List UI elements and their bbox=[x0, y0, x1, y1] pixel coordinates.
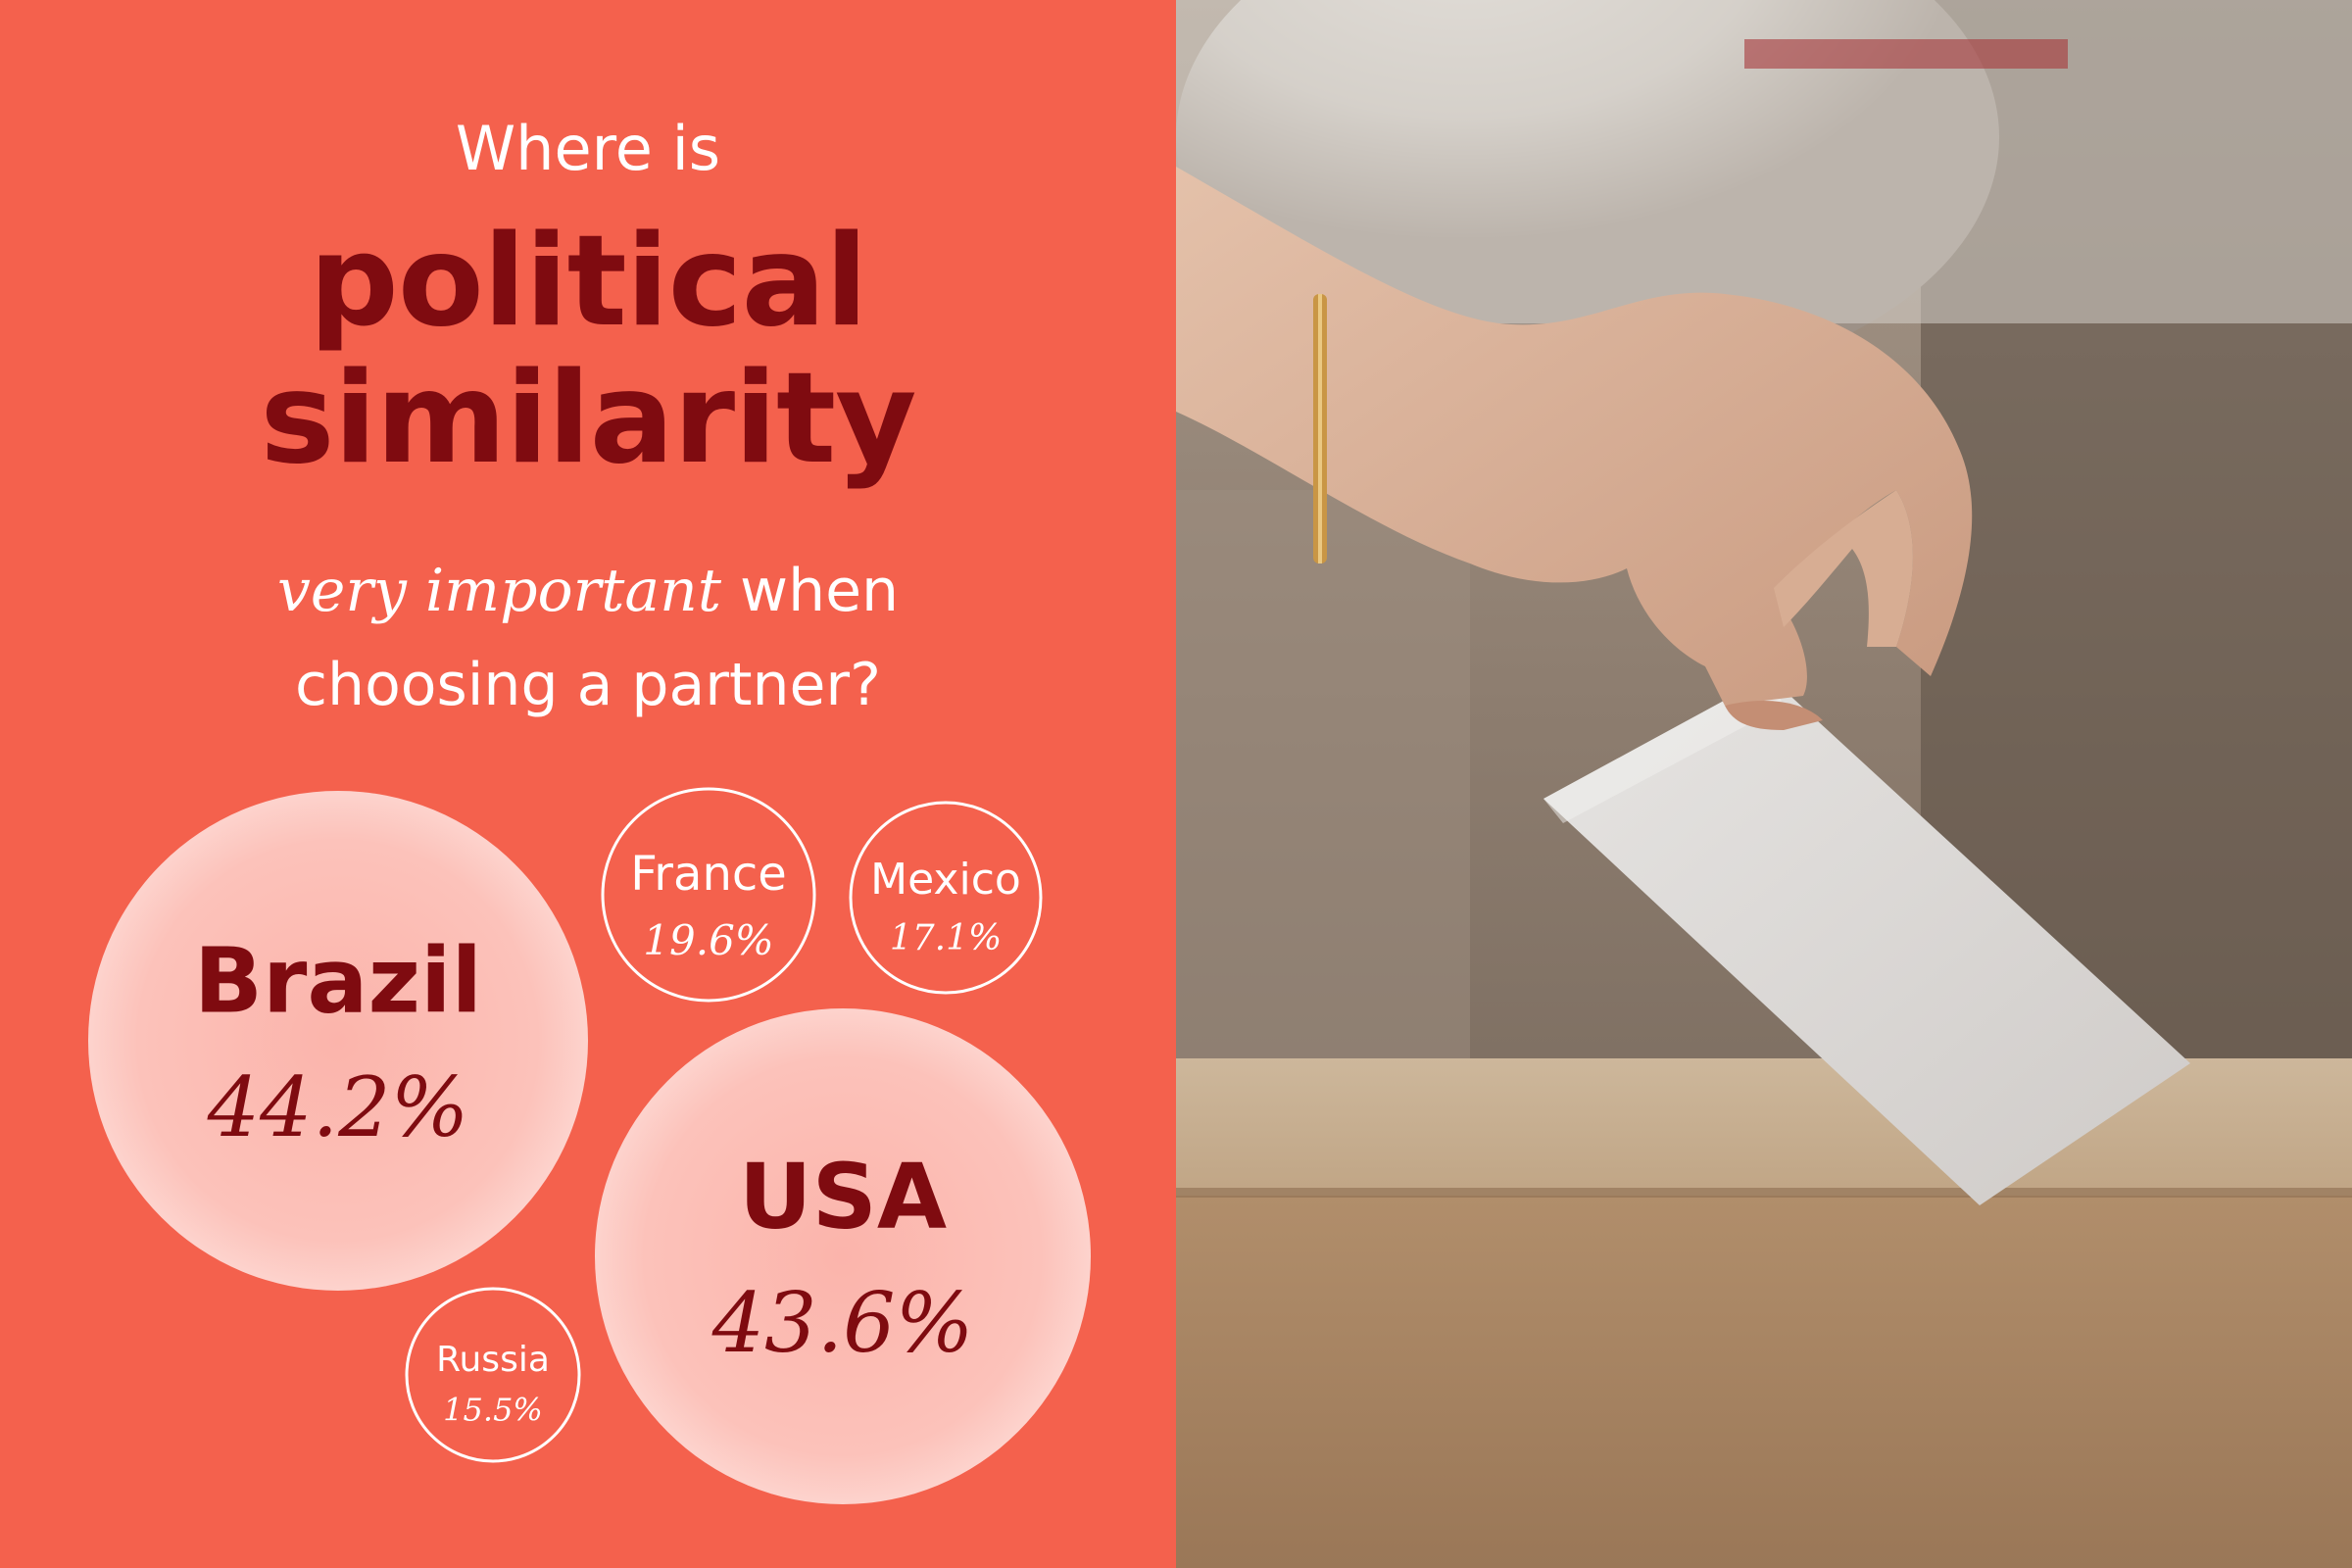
title-subtitle: very important when choosing a partner? bbox=[0, 544, 1176, 732]
chart-panel: Where is political similarity very impor… bbox=[0, 113, 1176, 1504]
subtitle-italic: very important bbox=[276, 557, 721, 625]
bubble-mexico bbox=[849, 801, 1043, 995]
bubble-brazil bbox=[88, 791, 588, 1291]
title-emphasis: political similarity bbox=[0, 214, 1176, 488]
bubble-label-russia: Russia bbox=[436, 1340, 550, 1380]
bubble-label-brazil: Brazil bbox=[194, 928, 482, 1033]
bubble-chart: Brazil 44.2% USA 43.6% France 19.6% Mexico 17.1… bbox=[88, 787, 1091, 1504]
subtitle-line-2: choosing a partner? bbox=[295, 651, 881, 719]
subtitle-line-1: very important when bbox=[0, 544, 1176, 638]
bubble-layer: Brazil 44.2% USA 43.6% France 19.6% Mexico 17.1… bbox=[88, 787, 1091, 1504]
bubble-value-usa: 43.6% bbox=[711, 1275, 974, 1371]
bubble-value-brazil: 44.2% bbox=[207, 1059, 469, 1155]
photo-illustration bbox=[1176, 0, 2352, 1568]
bubble-value-mexico: 17.1% bbox=[890, 918, 1002, 958]
title-line-3: similarity bbox=[260, 346, 916, 492]
subtitle-rest: when bbox=[720, 557, 900, 625]
title-line-1: Where is bbox=[455, 113, 721, 184]
bubble-label-mexico: Mexico bbox=[870, 855, 1021, 905]
bubble-label-usa: USA bbox=[739, 1144, 947, 1249]
bubble-value-russia: 15.5% bbox=[443, 1392, 543, 1429]
title-line-2: political bbox=[309, 209, 868, 355]
bubble-france bbox=[601, 787, 816, 1003]
bubble-label-france: France bbox=[630, 847, 787, 902]
bubble-usa bbox=[595, 1008, 1091, 1504]
bubble-russia bbox=[405, 1287, 581, 1463]
ballot-box-photo bbox=[1176, 0, 2352, 1568]
bubble-value-france: 19.6% bbox=[643, 916, 773, 964]
